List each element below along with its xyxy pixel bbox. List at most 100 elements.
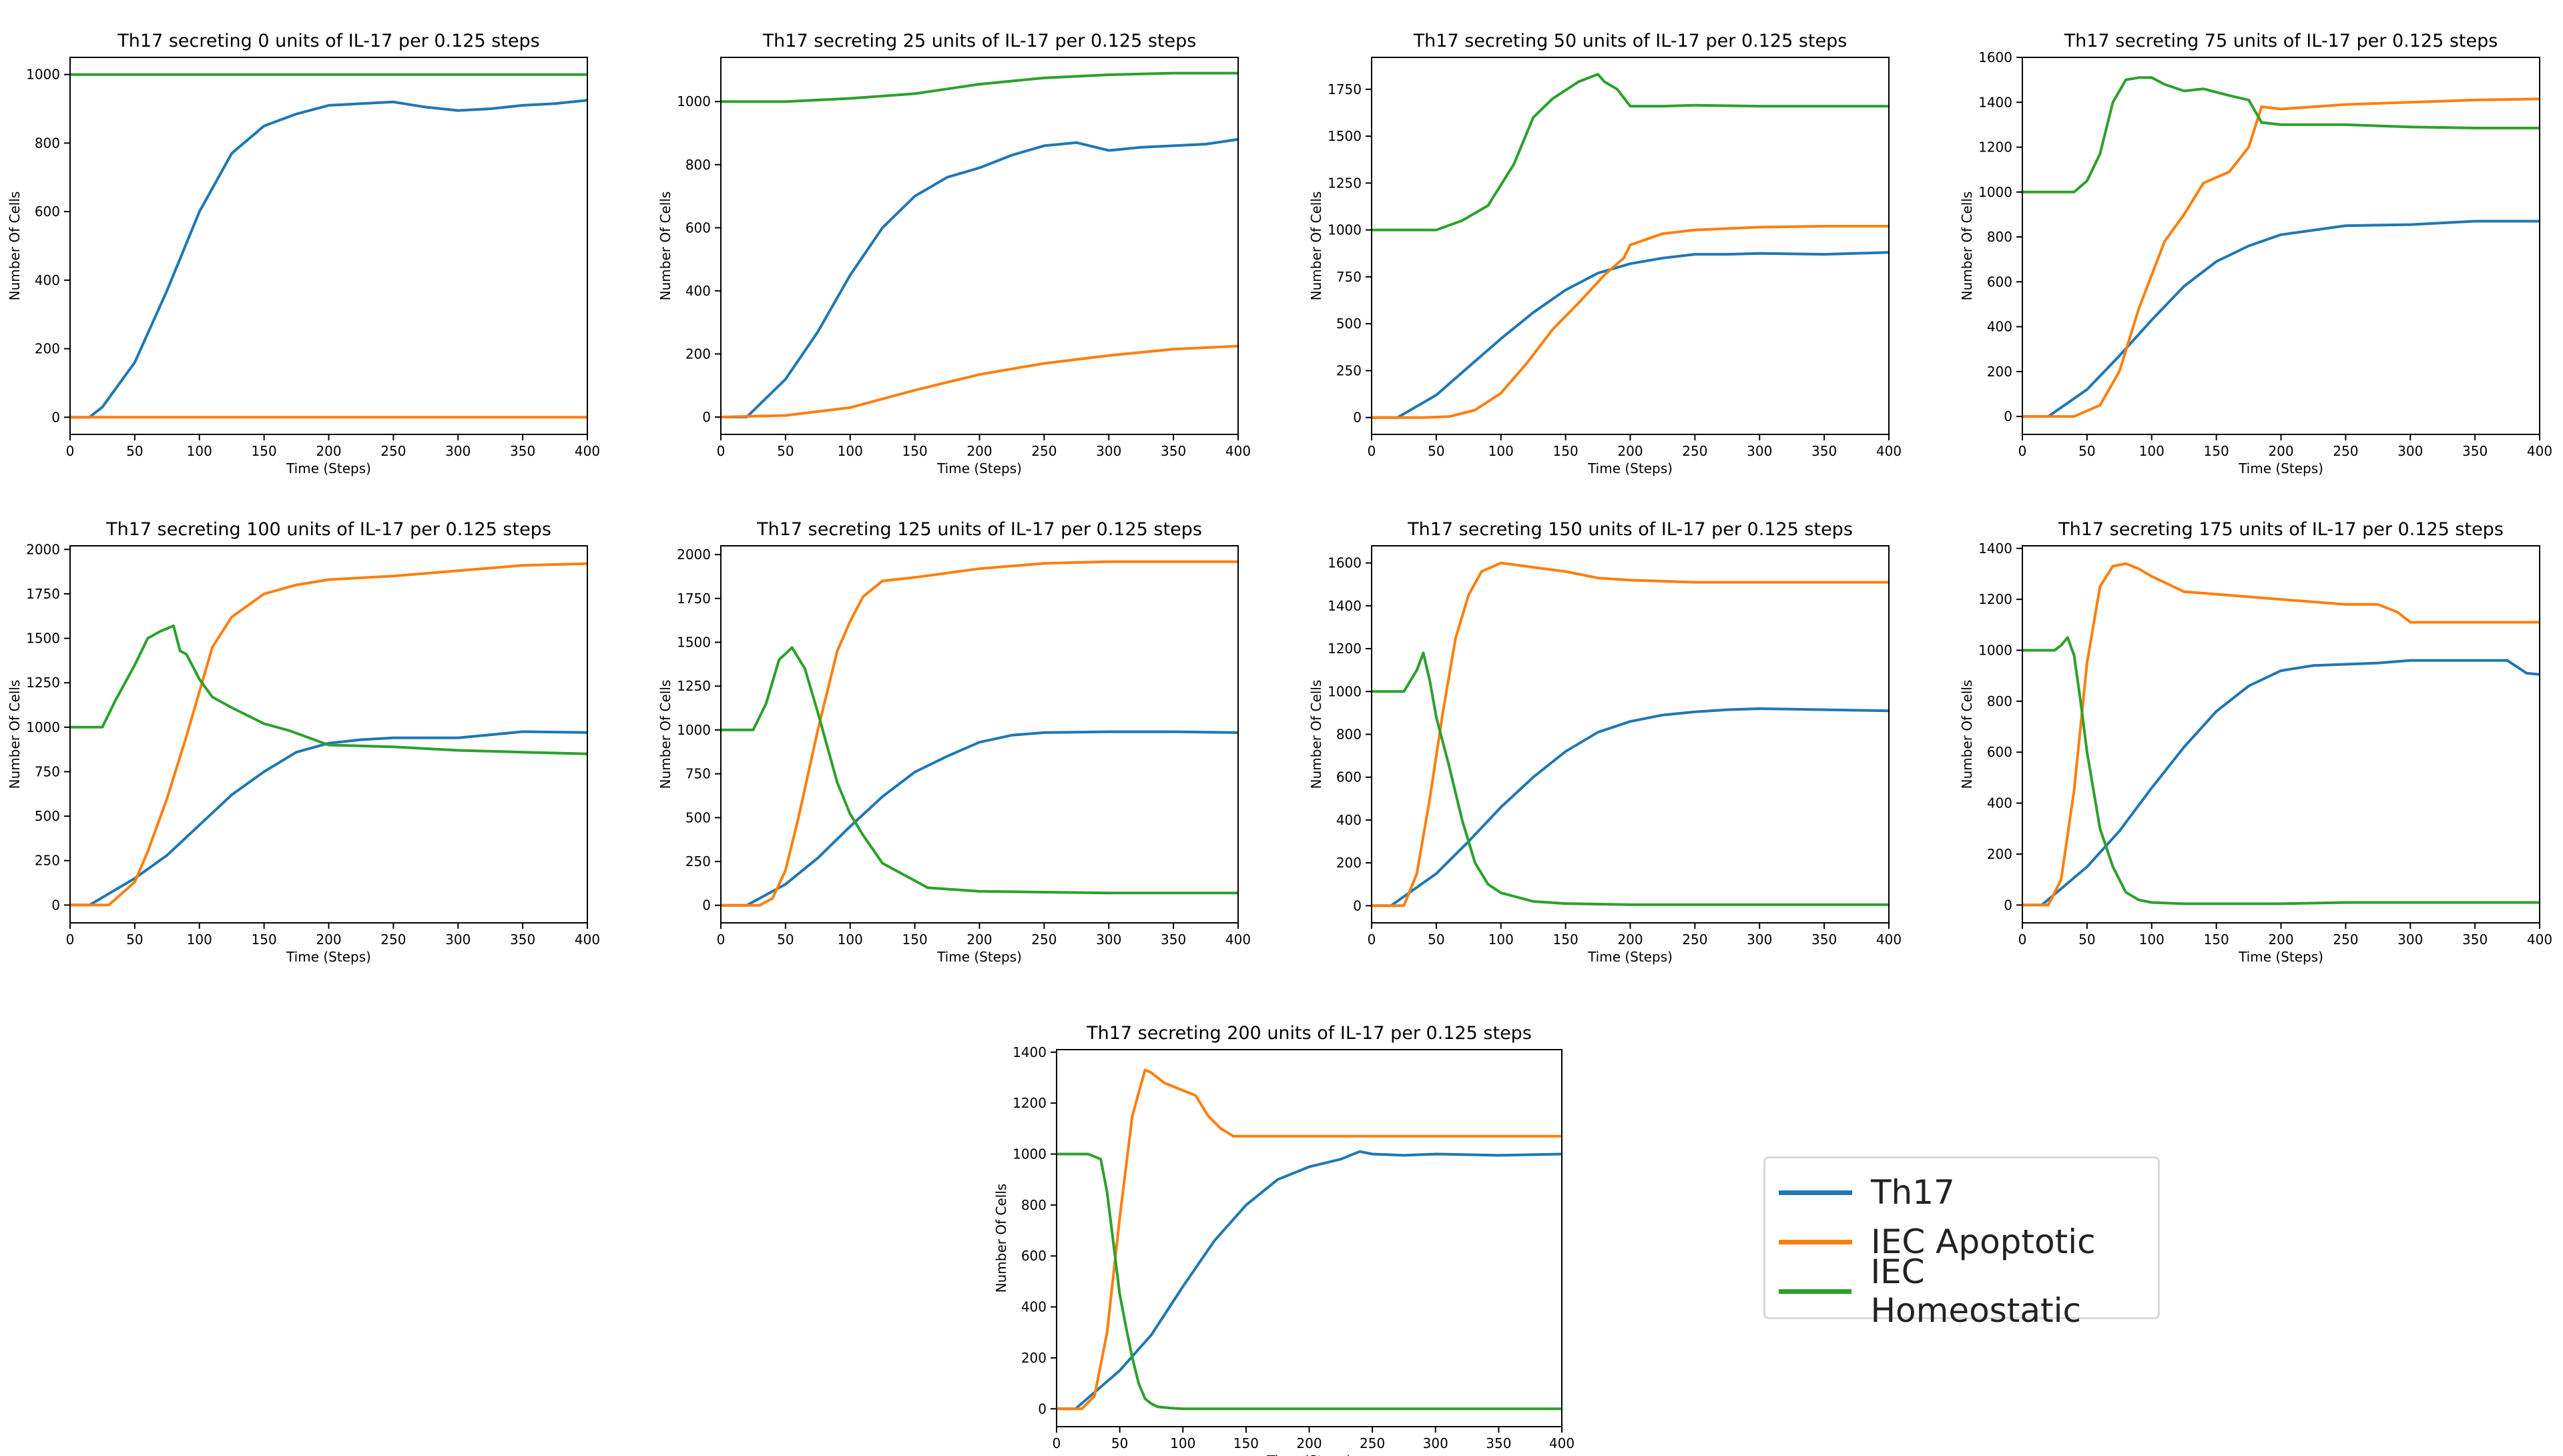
- x-axis-label: Time (Steps): [936, 949, 1022, 965]
- series-line-th17: [1372, 251, 1889, 419]
- x-tick-label: 0: [717, 932, 726, 948]
- plot-frame: [1056, 1049, 1562, 1427]
- x-tick-label: 250: [1682, 443, 1707, 459]
- y-tick-label: 800: [1987, 693, 2012, 709]
- y-axis-label: Number Of Cells: [7, 192, 23, 301]
- chart-title: Th17 secreting 125 units of IL-17 per 0.…: [756, 519, 1202, 540]
- chart-panel-3: Th17 secreting 50 units of IL-17 per 0.1…: [1308, 31, 1902, 476]
- series-line-iec-apoptotic: [1372, 561, 1889, 907]
- y-axis-label: Number Of Cells: [1308, 192, 1324, 301]
- x-tick-label: 350: [1486, 1435, 1511, 1451]
- y-tick-label: 600: [1021, 1248, 1047, 1264]
- legend: Th17 IEC Apoptotic IEC Homeostatic: [1763, 1156, 2160, 1330]
- x-tick-label: 200: [316, 932, 341, 948]
- x-tick-label: 150: [1233, 1435, 1259, 1451]
- y-tick-label: 0: [51, 897, 60, 913]
- y-tick-label: 1000: [1328, 222, 1362, 238]
- legend-item-iec-apoptotic: IEC Apoptotic: [1779, 1217, 2145, 1266]
- y-tick-label: 1600: [1328, 555, 1362, 571]
- y-tick-label: 1500: [26, 631, 60, 647]
- legend-swatch-th17: [1779, 1190, 1852, 1195]
- y-axis-label: Number Of Cells: [993, 1184, 1009, 1293]
- chart-title: Th17 secreting 175 units of IL-17 per 0.…: [2058, 519, 2504, 540]
- x-tick-label: 200: [316, 443, 341, 459]
- series-line-iec-homeostatic: [2022, 636, 2540, 905]
- x-tick-label: 350: [1811, 443, 1837, 459]
- x-tick-label: 250: [1031, 443, 1057, 459]
- plot-frame: [2022, 545, 2540, 924]
- chart-panel-5: Th17 secreting 100 units of IL-17 per 0.…: [7, 519, 600, 965]
- x-tick-label: 350: [510, 932, 535, 948]
- x-axis-label: Time (Steps): [1587, 949, 1673, 965]
- y-tick-label: 800: [35, 135, 60, 151]
- x-tick-label: 300: [1096, 443, 1121, 459]
- series-line-iec-apoptotic: [1057, 1068, 1562, 1411]
- y-tick-label: 1750: [1328, 81, 1362, 97]
- y-tick-label: 1200: [1978, 139, 2012, 155]
- chart-panel-6: Th17 secreting 125 units of IL-17 per 0.…: [657, 519, 1251, 965]
- legend-item-iec-homeostatic: IEC Homeostatic: [1779, 1252, 2145, 1330]
- series-line-iec-apoptotic: [1372, 225, 1889, 419]
- x-tick-label: 0: [66, 443, 75, 459]
- legend-label-iec-apoptotic: IEC Apoptotic: [1871, 1222, 2096, 1261]
- series-line-th17: [70, 99, 587, 419]
- y-tick-label: 2000: [26, 541, 60, 557]
- legend-label-th17: Th17: [1871, 1173, 1955, 1212]
- y-axis-label: Number Of Cells: [657, 680, 673, 789]
- y-tick-label: 600: [685, 220, 711, 236]
- y-tick-label: 400: [685, 283, 711, 299]
- plot-frame: [1371, 545, 1890, 924]
- x-tick-label: 400: [1225, 932, 1251, 948]
- y-tick-label: 750: [35, 763, 60, 779]
- y-tick-label: 1750: [26, 586, 60, 602]
- x-tick-label: 50: [1111, 1435, 1128, 1451]
- y-tick-label: 0: [2004, 897, 2012, 913]
- y-tick-label: 400: [35, 272, 60, 288]
- x-tick-label: 350: [2462, 932, 2488, 948]
- series-line-iec-apoptotic: [70, 562, 587, 907]
- x-tick-label: 0: [66, 932, 75, 948]
- y-tick-label: 1250: [1328, 175, 1362, 191]
- x-tick-label: 50: [777, 443, 794, 459]
- x-tick-label: 50: [1428, 932, 1444, 948]
- x-tick-label: 250: [1360, 1435, 1385, 1451]
- y-tick-label: 250: [685, 853, 711, 869]
- x-tick-label: 100: [838, 932, 863, 948]
- series-line-iec-apoptotic: [721, 344, 1238, 418]
- x-axis-label: Time (Steps): [286, 460, 371, 476]
- x-tick-label: 150: [1553, 932, 1579, 948]
- chart-panel-9: Th17 secreting 200 units of IL-17 per 0.…: [993, 1023, 1575, 1456]
- plot-frame: [720, 57, 1239, 435]
- y-tick-label: 1200: [1328, 641, 1362, 657]
- x-tick-label: 0: [1053, 1435, 1061, 1451]
- x-axis-label: Time (Steps): [936, 460, 1022, 476]
- y-tick-label: 1500: [677, 635, 711, 651]
- y-tick-label: 500: [1336, 316, 1362, 332]
- y-tick-label: 800: [1336, 727, 1362, 743]
- x-tick-label: 150: [902, 443, 928, 459]
- x-tick-label: 150: [902, 932, 928, 948]
- chart-title: Th17 secreting 50 units of IL-17 per 0.1…: [1413, 31, 1847, 51]
- y-tick-label: 200: [1021, 1350, 1047, 1366]
- y-tick-label: 1750: [677, 591, 711, 607]
- y-tick-label: 200: [685, 346, 711, 362]
- y-tick-label: 0: [1353, 897, 1362, 914]
- plot-frame: [720, 545, 1239, 924]
- y-tick-label: 1250: [677, 678, 711, 694]
- x-tick-label: 300: [1747, 443, 1772, 459]
- x-tick-label: 100: [1488, 932, 1514, 948]
- x-tick-label: 150: [252, 932, 277, 948]
- x-tick-label: 150: [1553, 443, 1579, 459]
- chart-panel-7: Th17 secreting 150 units of IL-17 per 0.…: [1308, 519, 1902, 965]
- chart-panel-2: Th17 secreting 25 units of IL-17 per 0.1…: [657, 31, 1251, 476]
- x-axis-label: Time (Steps): [286, 949, 371, 965]
- legend-swatch-iec-homeostatic: [1779, 1289, 1852, 1294]
- plot-frame: [69, 545, 588, 924]
- y-tick-label: 0: [1038, 1401, 1047, 1417]
- x-tick-label: 50: [2078, 932, 2095, 948]
- x-tick-label: 150: [2204, 443, 2229, 459]
- y-tick-label: 1000: [26, 719, 60, 735]
- legend-swatch-iec-apoptotic: [1779, 1239, 1852, 1244]
- chart-title: Th17 secreting 150 units of IL-17 per 0.…: [1407, 519, 1853, 540]
